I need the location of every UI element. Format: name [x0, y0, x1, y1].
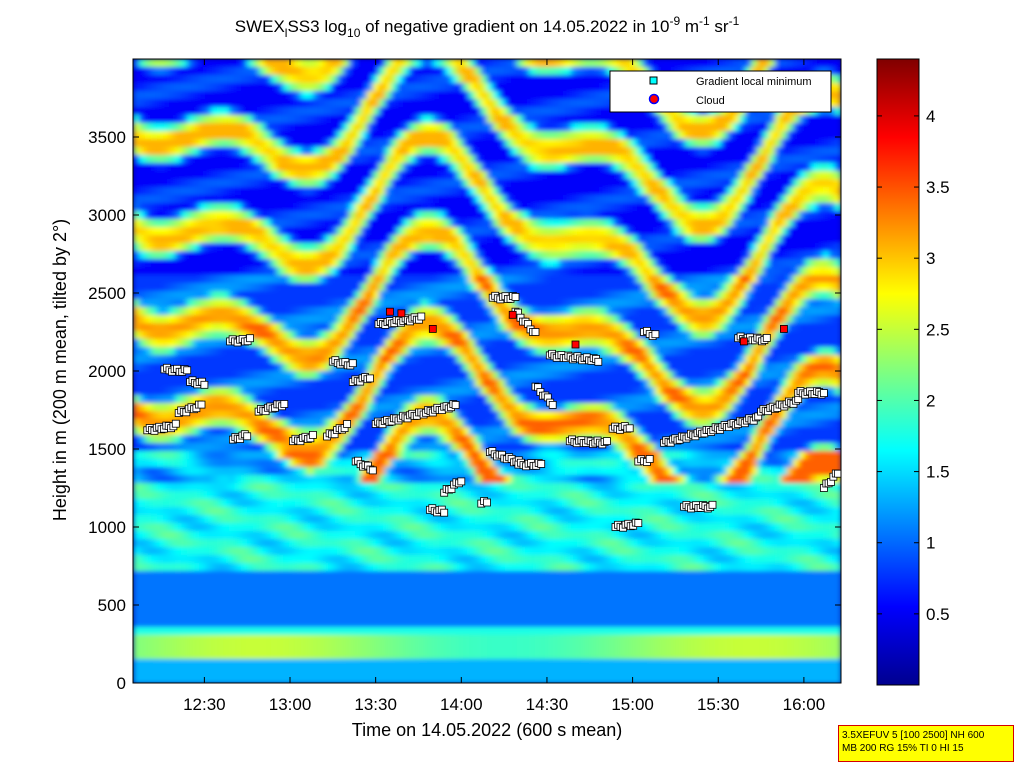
colorbar-tick-label: 1	[926, 534, 935, 553]
gradient-minimum-marker	[197, 400, 206, 409]
x-axis: 12:30 13:00 13:30 14:00 14:30 15:00 15:30 16:00	[183, 59, 825, 714]
gradient-minimum-marker	[417, 312, 426, 321]
gradient-minimum-marker	[243, 432, 252, 441]
colorbar-tick-label: 3.5	[926, 178, 950, 197]
heatmap-field	[133, 59, 841, 683]
x-tick-label: 12:30	[183, 695, 226, 714]
gradient-minimum-marker	[366, 374, 374, 383]
y-tick-label: 3000	[88, 206, 126, 225]
gradient-minimum-marker	[483, 498, 491, 507]
legend-circle-marker	[648, 93, 660, 105]
gradient-minimum-marker	[183, 366, 192, 375]
info-box: 3.5XEFUV 5 [100 2500] NH 600 MB 200 RG 1…	[838, 725, 1014, 762]
gradient-minimum-marker	[762, 333, 771, 342]
gradient-minimum-marker	[634, 519, 643, 527]
x-tick-label: 15:30	[697, 695, 740, 714]
gradient-minimum-marker	[440, 508, 449, 517]
legend-label-gradient-minimum: Gradient local minimum	[696, 76, 812, 88]
gradient-minimum-marker	[651, 330, 660, 339]
chart-title: SWEXlSS3 log10 of negative gradient on 1…	[235, 14, 740, 40]
colorbar-tick-label: 2.5	[926, 320, 950, 339]
cloud-marker	[385, 307, 394, 316]
cloud-marker	[428, 324, 437, 333]
colorbar-tick-label: 2	[926, 391, 935, 410]
gradient-minimum-marker	[548, 400, 557, 409]
colorbar-tick-label: 4	[926, 107, 935, 126]
info-line-2: MB 200 RG 15% TI 0 HI 15	[842, 743, 964, 754]
gradient-minimum-marker	[171, 419, 180, 428]
y-tick-label: 1500	[88, 440, 126, 459]
y-axis: 0 500 1000 1500 2000 2500 3000 3500	[88, 128, 841, 693]
y-tick-label: 0	[117, 674, 126, 693]
gradient-minimum-marker	[457, 477, 466, 486]
gradient-minimum-marker	[348, 359, 357, 368]
x-axis-label: Time on 14.05.2022 (600 s mean)	[352, 720, 623, 740]
info-line-1: 3.5XEFUV 5 [100 2500] NH 600	[842, 730, 985, 741]
gradient-minimum-marker	[531, 328, 540, 336]
cloud-marker	[740, 337, 748, 346]
gradient-minimum-marker	[834, 469, 841, 478]
gradient-minimum-marker	[625, 424, 634, 433]
y-tick-label: 2500	[88, 284, 126, 303]
legend: Gradient local minimum Cloud	[609, 70, 832, 113]
gradient-minimum-marker	[511, 292, 520, 301]
colorbar-tick-label: 1.5	[926, 463, 950, 482]
colorbar: 0.5 1 1.5 2 2.5 3 3.5 4	[876, 58, 950, 686]
y-tick-label: 1000	[88, 518, 126, 537]
marker-layer	[143, 291, 841, 532]
gradient-minimum-marker	[603, 437, 611, 446]
cloud-marker	[780, 324, 788, 333]
cloud-marker	[397, 309, 406, 318]
y-tick-label: 3500	[88, 128, 126, 147]
cloud-marker	[508, 310, 517, 319]
gradient-minimum-marker	[537, 459, 546, 468]
gradient-minimum-marker	[280, 400, 289, 408]
x-tick-label: 14:30	[526, 695, 569, 714]
legend-label-cloud: Cloud	[696, 95, 725, 107]
gradient-minimum-marker	[708, 500, 717, 509]
y-axis-label: Height in m (200 m mean, tilted by 2°)	[50, 219, 70, 521]
gradient-minimum-marker	[246, 334, 254, 343]
y-tick-label: 2000	[88, 362, 126, 381]
colorbar-tick-label: 3	[926, 249, 935, 268]
gradient-minimum-marker	[645, 455, 654, 463]
cloud-marker	[571, 340, 580, 349]
x-tick-label: 13:30	[354, 695, 397, 714]
y-tick-label: 500	[98, 596, 126, 615]
gradient-minimum-marker	[368, 466, 377, 475]
x-tick-label: 16:00	[783, 695, 826, 714]
gradient-minimum-marker	[594, 357, 603, 366]
heatmap-plot-area	[132, 58, 842, 684]
gradient-minimum-marker	[200, 380, 209, 389]
legend-square-marker	[649, 76, 658, 85]
x-tick-label: 14:00	[440, 695, 483, 714]
gradient-minimum-marker	[820, 389, 828, 398]
colorbar-tick-label: 0.5	[926, 605, 950, 624]
x-tick-label: 13:00	[269, 695, 312, 714]
x-tick-label: 15:00	[611, 695, 654, 714]
gradient-minimum-marker	[343, 420, 352, 428]
gradient-minimum-marker	[308, 430, 317, 439]
gradient-minimum-marker	[451, 401, 460, 409]
